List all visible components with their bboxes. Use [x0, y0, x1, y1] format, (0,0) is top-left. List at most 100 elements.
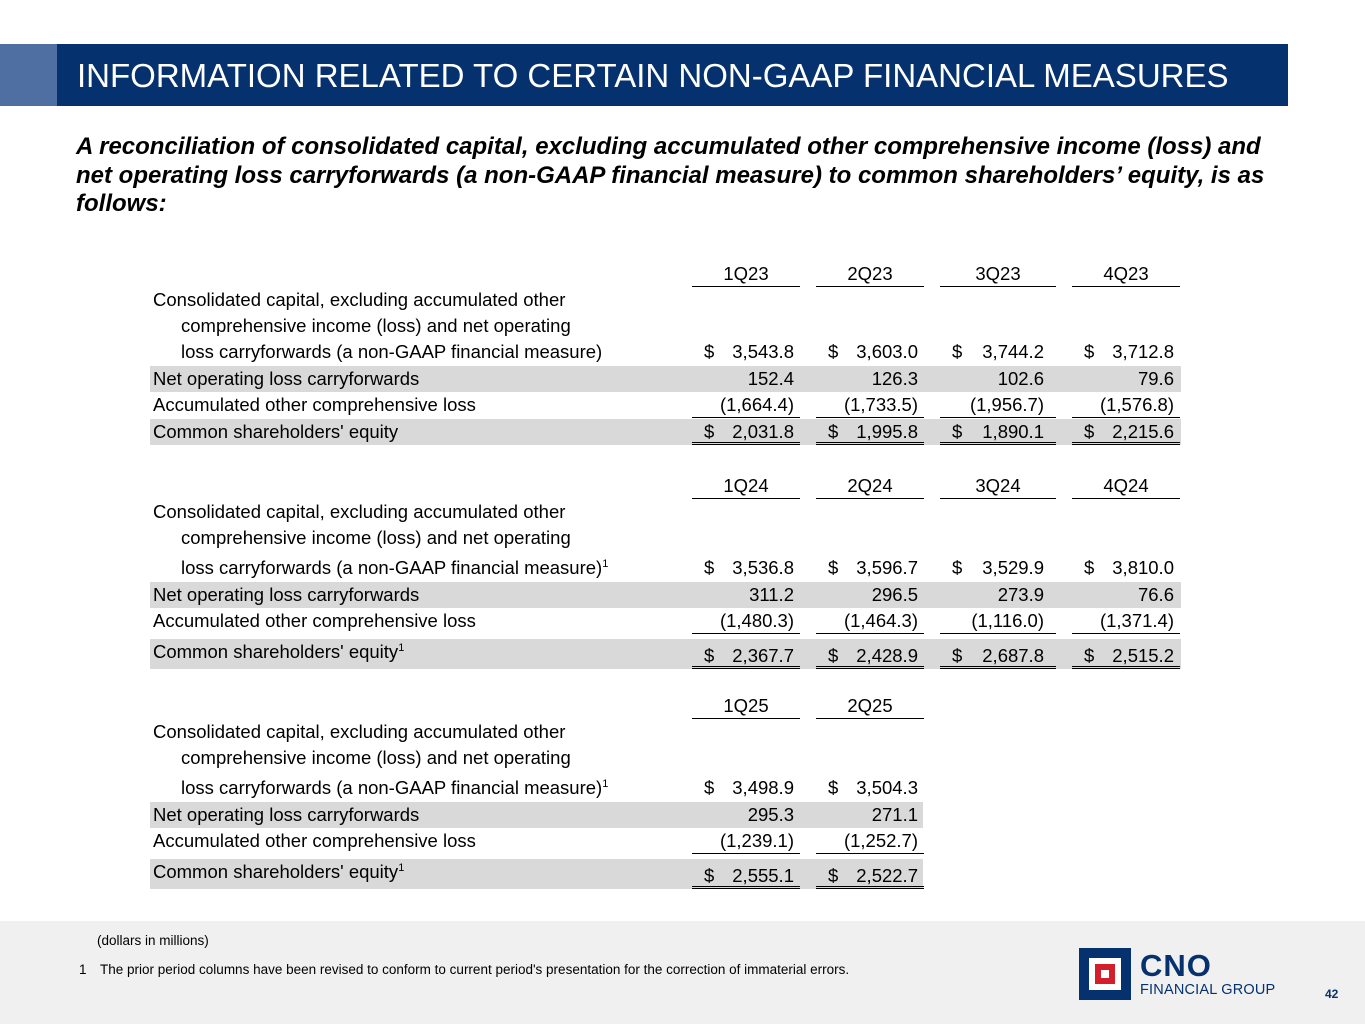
row-label-text: comprehensive income (loss) and net oper…: [181, 747, 571, 768]
value-cell-aocl: (1,239.1): [692, 828, 800, 854]
value: 3,498.9: [732, 777, 794, 798]
dollar-sign: $: [704, 557, 715, 578]
header-row: 1Q23 2Q23 3Q23 4Q23: [150, 261, 1181, 287]
value-cell-aocl: (1,480.3): [692, 608, 800, 634]
nol-row: Net operating loss carryforwards 295.3 271…: [150, 802, 923, 828]
dollar-sign: $: [704, 421, 715, 442]
dollar-sign: $: [952, 645, 963, 666]
row-label: Accumulated other comprehensive loss: [153, 608, 476, 634]
row-label: Net operating loss carryforwards: [153, 582, 419, 608]
page-number: 42: [1325, 987, 1339, 1001]
value-cell-aocl: (1,371.4): [1072, 608, 1180, 634]
value-cell-aocl: (1,576.8): [1072, 392, 1180, 418]
row-label-text: Consolidated capital, excluding accumula…: [153, 721, 566, 742]
value-cell-nol: 126.3: [816, 366, 924, 392]
page-title: INFORMATION RELATED TO CERTAIN NON-GAAP …: [77, 57, 1229, 94]
value-cell-equity: $2,555.1: [692, 863, 800, 889]
value: (1,116.0): [971, 610, 1044, 631]
value-cell-aocl: (1,664.4): [692, 392, 800, 418]
row-label: Accumulated other comprehensive loss: [153, 392, 476, 418]
value-cell-consolidated: $3,498.9: [692, 775, 800, 801]
value-cell-nol: 79.6: [1072, 366, 1180, 392]
row-label: Consolidated capital, excluding accumula…: [153, 499, 565, 525]
header-row: 1Q25 2Q25: [150, 693, 1181, 719]
logo-name: CNO: [1140, 948, 1212, 983]
value: 3,712.8: [1112, 341, 1174, 362]
value: 273.9: [997, 584, 1044, 605]
value-cell-consolidated: $3,504.3: [816, 775, 924, 801]
row-label: loss carryforwards (a non-GAAP financial…: [181, 775, 608, 801]
value-cell-aocl: (1,252.7): [816, 828, 924, 854]
value-cell-equity: $2,428.9: [816, 643, 924, 669]
column-header: 4Q24: [1072, 473, 1180, 499]
value: 102.6: [997, 368, 1044, 389]
row-label: Common shareholders' equity: [153, 419, 398, 445]
row-label-text: loss carryforwards (a non-GAAP financial…: [181, 341, 603, 362]
value: (1,480.3): [719, 610, 794, 631]
value: 3,603.0: [856, 341, 918, 362]
dollar-sign: $: [1084, 557, 1095, 578]
dollar-sign: $: [704, 645, 715, 666]
consolidated-label-row-1: Consolidated capital, excluding accumula…: [150, 719, 1181, 745]
value: 3,529.9: [982, 557, 1044, 578]
row-label: Common shareholders' equity1: [153, 639, 404, 665]
consolidated-label-row-1: Consolidated capital, excluding accumula…: [150, 287, 1181, 313]
aocl-row: Accumulated other comprehensive loss (1,2…: [150, 828, 1181, 854]
dollar-sign: $: [704, 341, 715, 362]
nol-row: Net operating loss carryforwards 311.2 296…: [150, 582, 1181, 608]
row-label: comprehensive income (loss) and net oper…: [181, 313, 571, 339]
value-cell-nol: 102.6: [940, 366, 1056, 392]
value-cell-consolidated: $3,744.2: [940, 339, 1056, 365]
value: 76.6: [1137, 584, 1174, 605]
row-label: Common shareholders' equity1: [153, 859, 404, 885]
value: (1,733.5): [843, 394, 918, 415]
consolidated-row: loss carryforwards (a non-GAAP financial…: [150, 339, 1181, 365]
value: 295.3: [747, 804, 794, 825]
value: 3,596.7: [856, 557, 918, 578]
dollar-sign: $: [828, 341, 839, 362]
value: 3,543.8: [732, 341, 794, 362]
logo-tagline: FINANCIAL GROUP: [1140, 982, 1276, 998]
row-label-text: comprehensive income (loss) and net oper…: [181, 527, 571, 548]
value: 3,504.3: [856, 777, 918, 798]
row-label: Accumulated other comprehensive loss: [153, 828, 476, 854]
equity-row: Common shareholders' equity1 $2,367.7 $2,4…: [150, 639, 1181, 669]
value: 2,215.6: [1112, 421, 1174, 442]
row-label: comprehensive income (loss) and net oper…: [181, 525, 571, 551]
dollar-sign: $: [952, 421, 963, 442]
aocl-row: Accumulated other comprehensive loss (1,6…: [150, 392, 1181, 418]
value: (1,664.4): [719, 394, 794, 415]
value: 3,810.0: [1112, 557, 1174, 578]
column-header: 1Q24: [692, 473, 800, 499]
value: 271.1: [871, 804, 918, 825]
row-label-text: comprehensive income (loss) and net oper…: [181, 315, 571, 336]
dollar-sign: $: [1084, 645, 1095, 666]
row-label-text: Net operating loss carryforwards: [153, 368, 420, 389]
row-label: Consolidated capital, excluding accumula…: [153, 719, 565, 745]
value: 311.2: [749, 584, 794, 605]
value-cell-equity: $2,367.7: [692, 643, 800, 669]
value-cell-equity: $1,890.1: [940, 419, 1056, 445]
value-cell-aocl: (1,116.0): [940, 608, 1056, 634]
value: 79.6: [1137, 368, 1174, 389]
page-subtitle: A reconciliation of consolidated capital…: [76, 133, 1265, 217]
value-cell-consolidated: $3,810.0: [1072, 555, 1180, 581]
value: 3,536.8: [732, 557, 794, 578]
row-label-text: Consolidated capital, excluding accumula…: [153, 501, 566, 522]
column-header: 1Q25: [692, 693, 800, 719]
column-header: 3Q23: [940, 261, 1056, 287]
dollar-sign: $: [1084, 421, 1095, 442]
value-cell-consolidated: $3,603.0: [816, 339, 924, 365]
consolidated-label-row-2: comprehensive income (loss) and net oper…: [150, 525, 1181, 551]
row-label-text: Net operating loss carryforwards: [153, 584, 420, 605]
column-header: 4Q23: [1072, 261, 1180, 287]
value: 2,555.1: [732, 865, 794, 886]
value: (1,371.4): [1099, 610, 1174, 631]
header-row: 1Q24 2Q24 3Q24 4Q24: [150, 473, 1181, 499]
value: 296.5: [871, 584, 918, 605]
value: 2,687.8: [982, 645, 1044, 666]
value: 2,515.2: [1112, 645, 1174, 666]
row-label-text: loss carryforwards (a non-GAAP financial…: [181, 557, 603, 578]
value: (1,252.7): [843, 830, 918, 851]
row-label-text: Consolidated capital, excluding accumula…: [153, 289, 566, 310]
